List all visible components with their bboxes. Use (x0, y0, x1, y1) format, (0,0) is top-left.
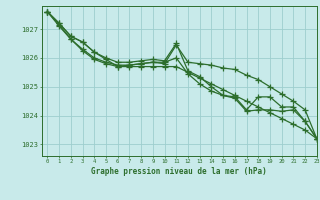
X-axis label: Graphe pression niveau de la mer (hPa): Graphe pression niveau de la mer (hPa) (91, 167, 267, 176)
